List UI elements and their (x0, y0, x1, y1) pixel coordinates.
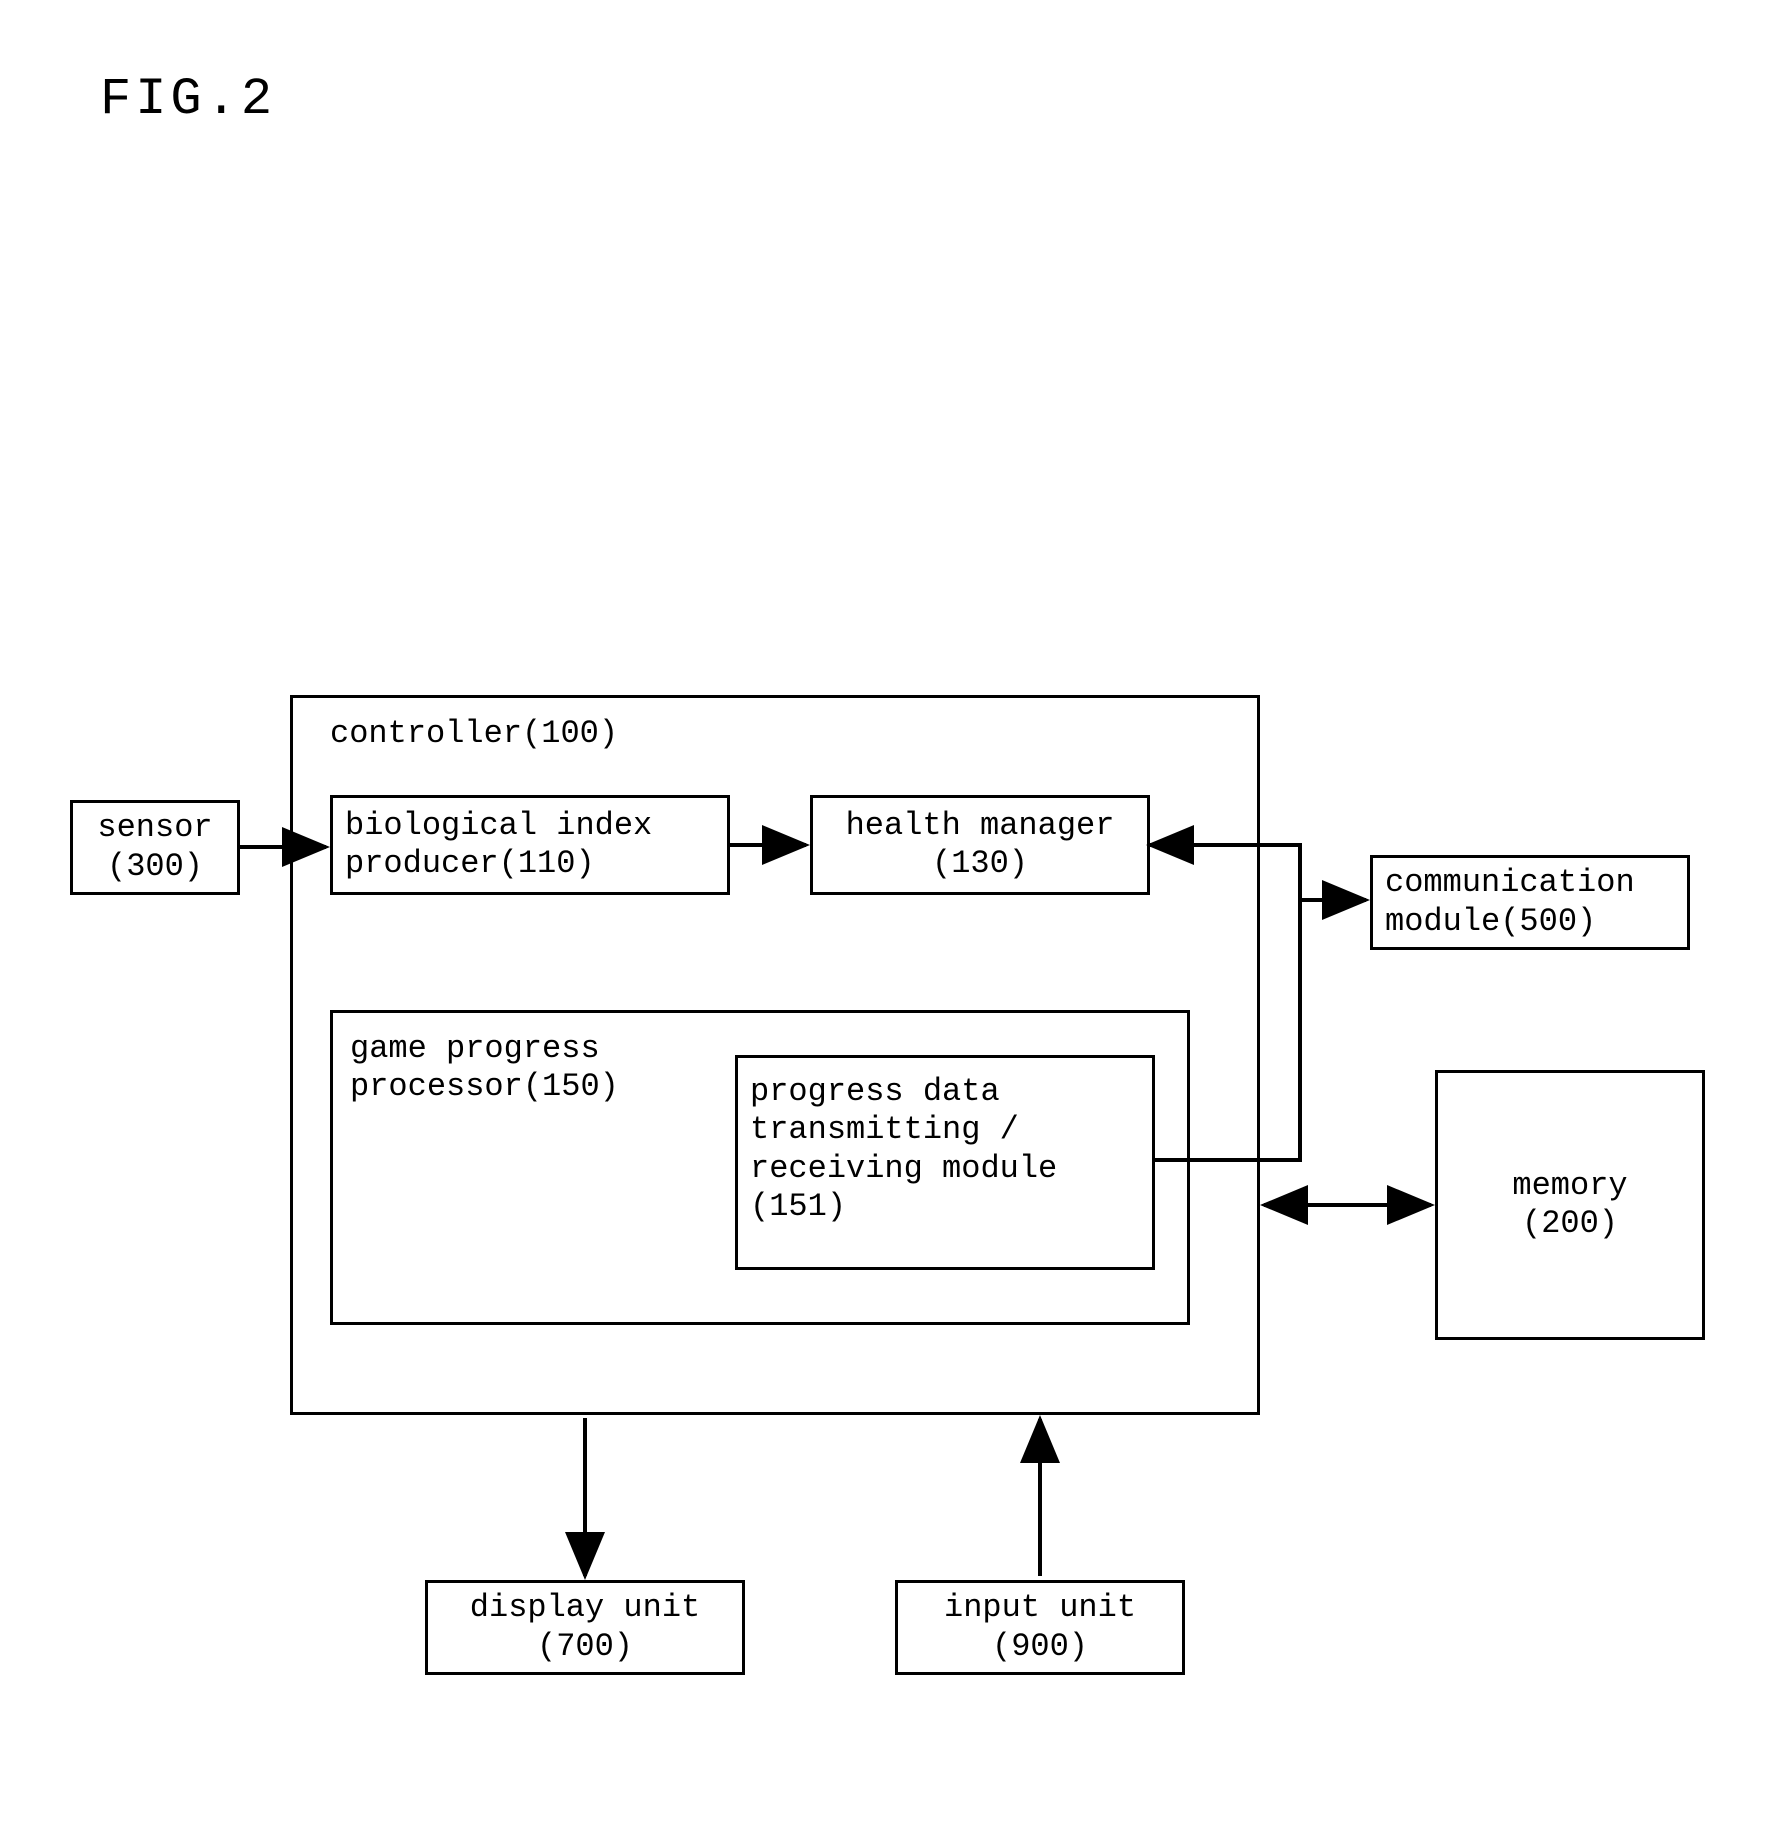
line-progress-joint (1155, 900, 1300, 1160)
arrows-layer (0, 0, 1790, 1833)
arrow-health-comm (1150, 845, 1366, 900)
